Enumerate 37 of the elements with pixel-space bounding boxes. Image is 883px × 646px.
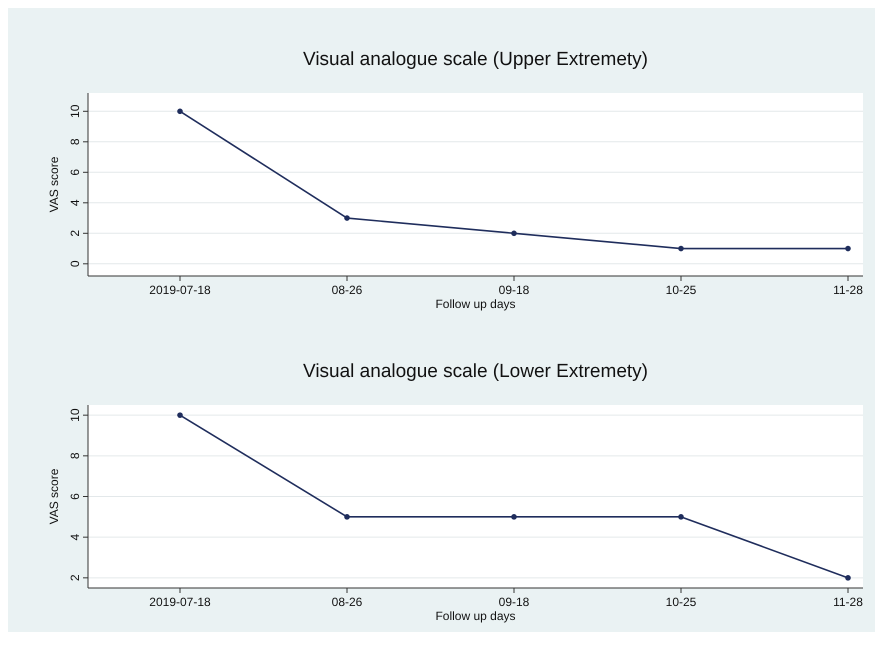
point — [678, 246, 684, 252]
x-tick-label: 2019-07-18 — [149, 283, 212, 297]
y-tick-label: 0 — [68, 260, 82, 268]
point — [678, 514, 684, 520]
y-axis-title: VAS score — [47, 156, 61, 212]
x-tick-label: 09-18 — [498, 595, 530, 609]
x-tick-label: 11-28 — [833, 283, 864, 297]
x-axis-title: Follow up days — [435, 297, 516, 311]
point — [344, 215, 350, 221]
y-tick-label: 4 — [68, 534, 82, 541]
point — [177, 412, 183, 418]
x-tick-label: 08-26 — [332, 595, 363, 609]
y-tick-label: 10 — [68, 104, 82, 118]
chart-title: Visual analogue scale (Lower Extremety) — [303, 361, 648, 382]
y-tick-label: 6 — [68, 168, 82, 176]
y-tick-label: 8 — [68, 138, 82, 146]
point — [511, 514, 517, 520]
point — [177, 108, 183, 114]
y-tick-label: 6 — [68, 492, 82, 500]
y-tick-label: 2 — [68, 574, 82, 582]
chart-title: Visual analogue scale (Upper Extremety) — [303, 49, 648, 70]
y-tick-label: 2 — [68, 230, 82, 237]
x-tick-label: 08-26 — [332, 283, 363, 297]
x-tick-label: 11-28 — [833, 595, 864, 609]
y-tick-label: 8 — [68, 452, 82, 460]
x-tick-label: 09-18 — [498, 283, 530, 297]
point — [511, 230, 517, 236]
x-axis-title: Follow up days — [435, 609, 516, 623]
point — [845, 246, 851, 252]
point — [344, 514, 350, 520]
x-tick-label: 10-25 — [666, 283, 697, 297]
y-tick-label: 10 — [68, 408, 82, 422]
x-tick-label: 10-25 — [666, 595, 697, 609]
point — [845, 575, 851, 581]
x-tick-label: 2019-07-18 — [149, 595, 212, 609]
y-axis-title: VAS score — [47, 468, 61, 524]
y-tick-label: 4 — [68, 199, 82, 206]
